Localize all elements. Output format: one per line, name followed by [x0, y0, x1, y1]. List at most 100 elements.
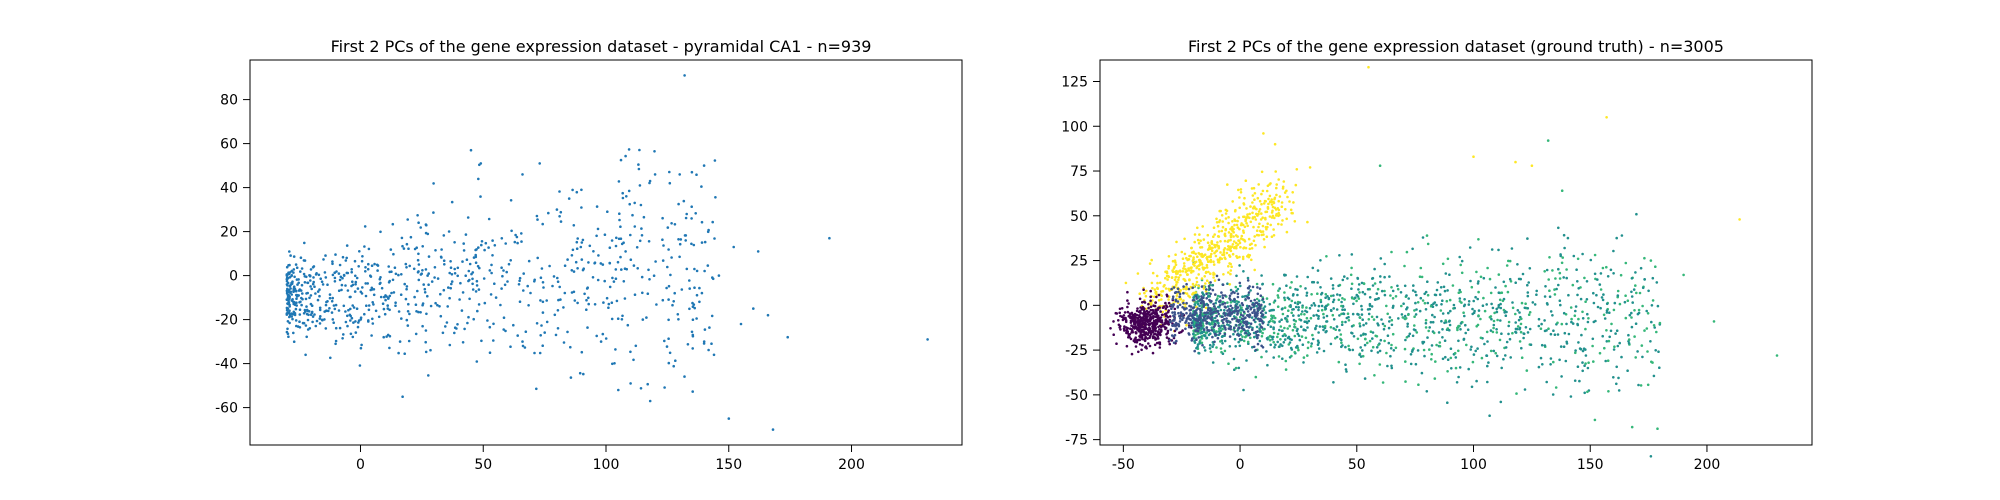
data-point [1283, 291, 1286, 294]
data-point [1242, 310, 1246, 314]
data-point [1232, 315, 1236, 318]
data-point [1175, 269, 1178, 273]
data-point [1142, 288, 1145, 292]
data-point [1176, 272, 1179, 275]
data-point [359, 290, 363, 294]
data-point [1413, 309, 1416, 312]
data-point [663, 339, 666, 343]
data-point [1221, 319, 1224, 322]
data-point [449, 260, 452, 263]
data-point [1571, 322, 1575, 325]
data-point [310, 287, 314, 291]
data-point [1471, 307, 1474, 311]
data-point [518, 279, 521, 283]
data-point [1202, 254, 1205, 257]
data-point [328, 293, 332, 296]
data-point [1182, 291, 1185, 295]
data-point [693, 286, 696, 290]
data-point [417, 263, 421, 266]
data-point [1426, 336, 1429, 339]
data-point [641, 291, 644, 295]
data-point [1147, 322, 1151, 326]
data-point [1358, 324, 1362, 328]
data-point [1118, 326, 1121, 329]
data-point [1236, 329, 1239, 332]
data-point [1581, 369, 1584, 373]
data-point [1209, 350, 1213, 354]
data-point [394, 272, 398, 276]
data-point [1227, 271, 1230, 274]
data-point [1126, 290, 1129, 294]
data-point [690, 330, 694, 334]
data-point [393, 266, 397, 270]
data-point [305, 292, 308, 295]
data-point [323, 271, 327, 274]
data-point [1341, 320, 1344, 324]
data-point [1237, 300, 1240, 304]
data-point [381, 302, 385, 306]
data-point [1211, 335, 1214, 339]
data-point [1219, 299, 1222, 303]
data-point [1206, 308, 1210, 312]
data-point [1142, 318, 1145, 322]
data-point [1215, 249, 1219, 252]
data-point [462, 249, 466, 252]
chart-right-x-tick-label: 150 [1577, 457, 1604, 473]
data-point [1327, 296, 1331, 300]
data-point [290, 274, 293, 278]
data-point [1157, 293, 1161, 297]
data-point [424, 223, 428, 226]
data-point [1334, 328, 1337, 332]
data-point [1149, 305, 1153, 309]
data-point [1254, 320, 1257, 324]
data-point [1158, 342, 1162, 346]
data-point [1508, 277, 1512, 281]
data-point [290, 282, 294, 285]
data-point [432, 211, 435, 214]
data-point [536, 218, 539, 221]
data-point [1270, 317, 1273, 321]
data-point [1176, 287, 1180, 291]
data-point [1373, 374, 1376, 377]
data-point [1476, 347, 1479, 350]
data-point [416, 258, 420, 262]
data-point [467, 315, 470, 319]
data-point [691, 333, 695, 337]
data-point [1226, 183, 1229, 186]
data-point [556, 327, 560, 330]
data-point [1509, 356, 1512, 359]
data-point [1319, 286, 1322, 289]
data-point [1420, 275, 1424, 279]
data-point [1565, 340, 1568, 344]
data-point [567, 197, 571, 200]
data-point [1149, 295, 1152, 299]
data-point [1237, 216, 1241, 219]
data-point [1250, 258, 1253, 262]
data-point [616, 260, 620, 264]
data-point [1386, 334, 1390, 338]
data-point [612, 280, 616, 283]
data-point [1446, 358, 1450, 362]
data-point [1246, 310, 1250, 313]
data-point [1171, 319, 1175, 322]
data-point [1267, 202, 1270, 206]
data-point [355, 307, 359, 311]
data-point [1277, 222, 1280, 226]
data-point [1174, 263, 1178, 267]
data-point [1261, 321, 1265, 325]
data-point [1149, 308, 1153, 312]
data-point [1558, 358, 1561, 362]
chart-right-points [1109, 65, 1779, 458]
data-point [1361, 290, 1365, 294]
data-point [444, 325, 447, 328]
data-point [378, 282, 382, 286]
data-point [405, 318, 409, 322]
data-point [303, 308, 307, 312]
data-point [1252, 186, 1256, 190]
data-point [1173, 316, 1176, 320]
data-point [1540, 322, 1543, 326]
data-point [1166, 329, 1170, 333]
data-point [1147, 318, 1150, 322]
data-point [1137, 314, 1141, 317]
data-point [1273, 316, 1277, 320]
